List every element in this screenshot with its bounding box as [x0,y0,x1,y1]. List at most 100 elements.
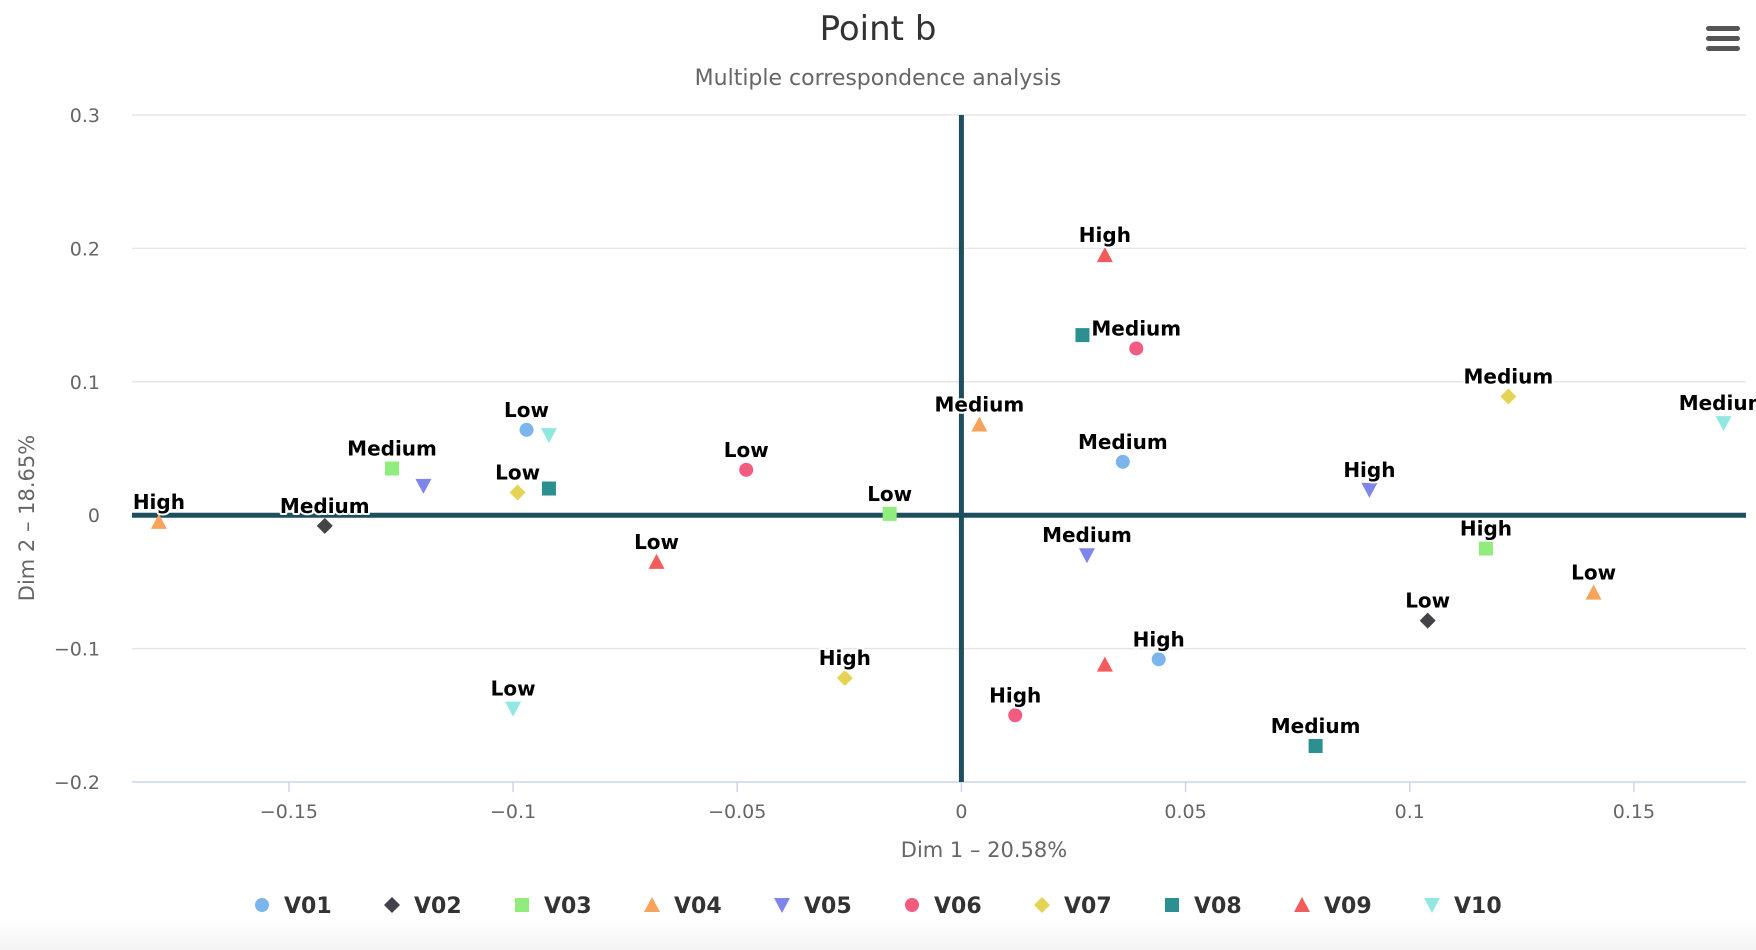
hamburger-menu-icon [1706,26,1740,51]
data-label: High [1460,517,1512,541]
data-point-v08-medium[interactable] [1308,738,1323,753]
y-tick-label: 0.3 [70,105,100,127]
data-point-v04-medium[interactable] [971,416,988,432]
legend-symbol[interactable] [255,898,269,912]
data-label: Medium [1091,316,1181,340]
data-point-v02-low[interactable] [1419,612,1436,629]
data-point-v08[interactable] [1075,328,1090,343]
legend-symbol[interactable] [384,897,400,913]
data-point-v04-low[interactable] [1585,584,1602,600]
legend-symbol[interactable] [1034,897,1050,913]
data-label: High [1133,627,1185,651]
legend-item-v09[interactable]: V09 [1294,894,1372,919]
x-tick-label: 0 [955,801,967,823]
data-point-v07-high[interactable] [836,669,853,686]
legend-label: V02 [414,894,462,919]
y-tick-label: 0.1 [70,372,100,394]
data-point-v10-low[interactable] [505,701,522,717]
data-point-v06-low[interactable] [739,462,754,477]
data-label: High [819,646,871,670]
legend-item-v08[interactable]: V08 [1165,894,1242,919]
legend-item-v05[interactable]: V05 [774,894,852,919]
data-point-v06-high[interactable] [1008,708,1023,723]
y-tick-label: 0 [88,505,100,527]
y-axis-title: Dim 2 – 18.65% [15,435,39,601]
x-tick-label: 0.15 [1613,801,1655,823]
legend-symbol[interactable] [644,897,660,912]
data-point-v05-medium[interactable] [1078,548,1095,564]
legend-symbol[interactable] [1424,898,1440,913]
legend-item-v06[interactable]: V06 [905,894,982,919]
data-label: Medium [347,437,437,461]
data-labels: Low Medium High Medium Low Medium Low High High M… [131,221,1756,740]
data-label: Medium [1679,391,1756,415]
data-points [150,247,1732,753]
x-axis-title: Dim 1 – 20.58% [901,838,1067,862]
legend-label: V10 [1454,894,1502,919]
data-point-v08[interactable] [541,481,556,496]
y-tick-label: −0.2 [54,772,100,794]
data-label: Low [504,398,549,422]
data-label: Low [634,530,679,554]
data-point-v01-high[interactable] [1151,652,1166,667]
data-label: Low [1405,589,1450,613]
x-tick-label: −0.1 [490,801,536,823]
legend-label: V01 [284,894,332,919]
chart-menu-button[interactable] [1702,20,1744,56]
y-tick-label: −0.1 [54,639,100,661]
x-tick-label: −0.15 [260,801,318,823]
legend-item-v01[interactable]: V01 [255,894,332,919]
data-point-v10-medium[interactable] [1715,416,1732,432]
data-point-v07-medium[interactable] [1500,388,1517,405]
data-point-v10[interactable] [540,428,557,444]
data-point-v07-low[interactable] [509,484,526,501]
data-label: Low [491,677,536,701]
data-point-v03-medium[interactable] [385,461,400,476]
legend-symbol[interactable] [905,898,919,912]
data-label: Medium [1042,523,1132,547]
data-label: Medium [280,494,370,518]
data-point-v09[interactable] [1096,656,1113,672]
legend-item-v03[interactable]: V03 [515,894,592,919]
tick-labels: −0.2 −0.1 0 0.1 0.2 0.3 −0.15 −0.1 −0.05 0 0.05 0.1… [54,105,1655,823]
data-point-v03-low[interactable] [882,506,897,521]
legend-symbol[interactable] [515,898,529,912]
data-point-v09-low[interactable] [648,553,665,569]
data-point-v06-medium[interactable] [1129,341,1144,356]
legend-label: V07 [1064,894,1112,919]
legend-item-v02[interactable]: V02 [384,894,462,919]
x-tick-label: 0.1 [1395,801,1425,823]
data-label: Medium [1078,430,1168,454]
y-tick-label: 0.2 [70,238,100,260]
data-label: Low [1571,561,1616,585]
data-point-v02-medium[interactable] [316,517,333,534]
data-label: High [989,683,1041,707]
data-label: Medium [934,392,1024,416]
data-label: High [1079,223,1131,247]
legend-symbol[interactable] [1294,897,1310,912]
chart-title: Point b [820,9,937,49]
x-tick-label: 0.05 [1164,801,1206,823]
data-point-v01-low[interactable] [519,422,534,437]
data-point-v01-medium[interactable] [1115,454,1130,469]
bottom-shade [0,918,1756,950]
data-point-v04-high[interactable] [150,513,167,529]
legend-item-v04[interactable]: V04 [644,894,722,919]
legend-item-v07[interactable]: V07 [1034,894,1112,919]
data-label: Low [867,482,912,506]
legend-label: V08 [1194,894,1242,919]
data-point-v09-high[interactable] [1096,247,1113,263]
data-label: Medium [1271,714,1361,738]
legend-symbol[interactable] [774,898,790,913]
legend-label: V05 [804,894,852,919]
legend-item-v10[interactable]: V10 [1424,894,1502,919]
data-point-v05-high[interactable] [1361,482,1378,498]
data-point-v05[interactable] [415,478,432,494]
data-point-v03-high[interactable] [1478,541,1493,556]
legend-label: V09 [1324,894,1372,919]
axes [132,115,1746,792]
legend-symbol[interactable] [1165,898,1179,912]
data-label: Medium [1464,364,1554,388]
